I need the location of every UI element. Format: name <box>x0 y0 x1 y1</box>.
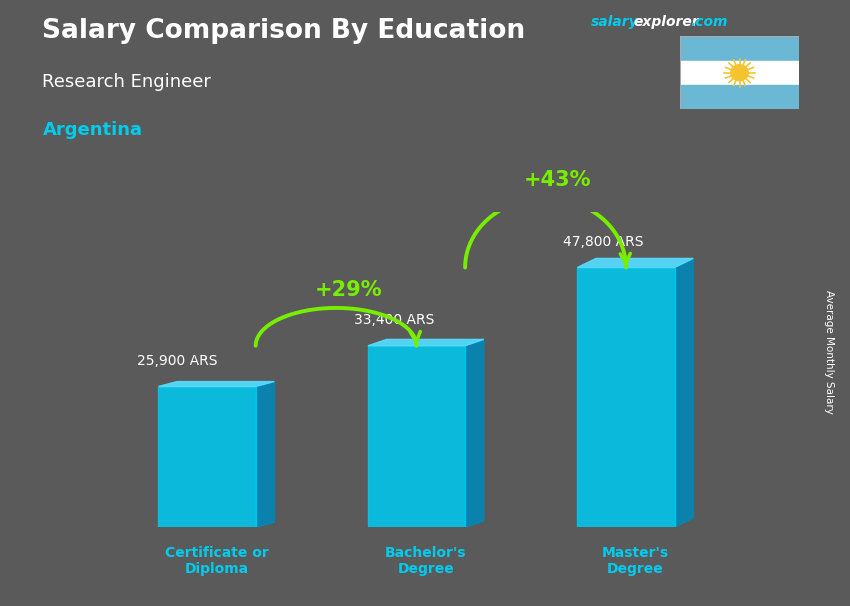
Bar <box>680 61 799 85</box>
Text: Master's
Degree: Master's Degree <box>602 546 669 576</box>
Polygon shape <box>368 346 465 527</box>
Polygon shape <box>158 382 275 387</box>
Polygon shape <box>675 258 694 527</box>
Bar <box>680 85 799 109</box>
Text: explorer: explorer <box>633 15 699 29</box>
Text: Average Monthly Salary: Average Monthly Salary <box>824 290 834 413</box>
Text: Research Engineer: Research Engineer <box>42 73 212 91</box>
Polygon shape <box>577 258 694 267</box>
Text: +29%: +29% <box>314 280 382 300</box>
Polygon shape <box>577 267 675 527</box>
Text: .com: .com <box>690 15 728 29</box>
Text: Salary Comparison By Education: Salary Comparison By Education <box>42 18 525 44</box>
Bar <box>680 36 799 61</box>
Text: 33,400 ARS: 33,400 ARS <box>354 313 434 327</box>
Text: Bachelor's
Degree: Bachelor's Degree <box>385 546 467 576</box>
Text: 47,800 ARS: 47,800 ARS <box>564 235 643 248</box>
Text: Argentina: Argentina <box>42 121 143 139</box>
Polygon shape <box>256 382 275 527</box>
Text: +43%: +43% <box>524 170 592 190</box>
Polygon shape <box>465 339 484 527</box>
Text: Certificate or
Diploma: Certificate or Diploma <box>165 546 269 576</box>
Circle shape <box>731 65 748 81</box>
Text: salary: salary <box>591 15 638 29</box>
Text: 25,900 ARS: 25,900 ARS <box>137 353 218 368</box>
Polygon shape <box>368 339 484 346</box>
Polygon shape <box>158 387 256 527</box>
